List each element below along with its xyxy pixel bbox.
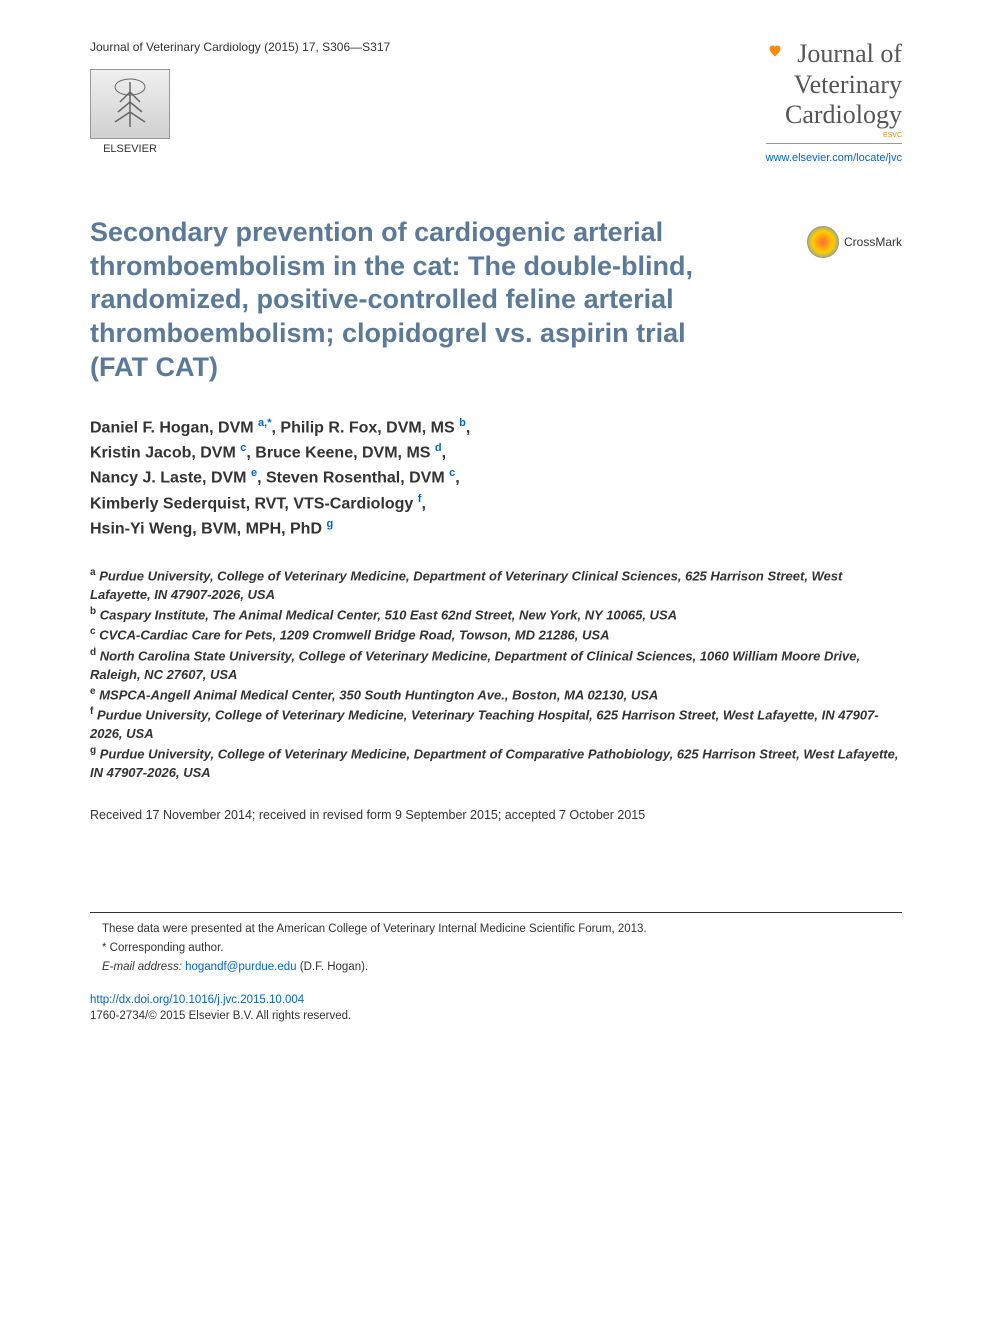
affiliation-letter: d: [90, 647, 96, 658]
journal-divider: [766, 143, 902, 144]
elsevier-tree-icon: [90, 69, 170, 139]
journal-subtitle: ESVC: [766, 132, 902, 139]
email-label: E-mail address:: [102, 961, 182, 973]
title-section: Secondary prevention of cardiogenic arte…: [90, 216, 902, 415]
author-name: Bruce Keene, DVM, MS: [255, 444, 430, 461]
affiliation-text: MSPCA-Angell Animal Medical Center, 350 …: [99, 687, 658, 702]
footnote-email-line: E-mail address: hogandf@purdue.edu (D.F.…: [90, 959, 902, 976]
affiliation-item: e MSPCA-Angell Animal Medical Center, 35…: [90, 685, 902, 705]
author-ref-link[interactable]: c: [449, 467, 455, 479]
affiliation-item: a Purdue University, College of Veterina…: [90, 566, 902, 605]
journal-name-line2: Veterinary: [785, 71, 902, 100]
author-name: Steven Rosenthal, DVM: [266, 470, 445, 487]
author-ref-link[interactable]: e: [251, 467, 257, 479]
affiliation-letter: e: [90, 686, 96, 697]
affiliation-letter: c: [90, 626, 96, 637]
authors-list: Daniel F. Hogan, DVM a,*, Philip R. Fox,…: [90, 415, 902, 542]
doi-link[interactable]: http://dx.doi.org/10.1016/j.jvc.2015.10.…: [90, 994, 304, 1006]
elsevier-logo[interactable]: ELSEVIER: [90, 69, 170, 159]
email-link[interactable]: hogandf@purdue.edu: [185, 961, 296, 973]
affiliation-text: Caspary Institute, The Animal Medical Ce…: [100, 608, 677, 623]
author-name: Daniel F. Hogan, DVM: [90, 419, 254, 436]
crossmark-text: CrossMark: [844, 235, 902, 249]
affiliation-text: Purdue University, College of Veterinary…: [90, 569, 842, 603]
affiliations-list: a Purdue University, College of Veterina…: [90, 566, 902, 783]
journal-name-line1: Journal of: [785, 40, 902, 69]
affiliation-letter: g: [90, 745, 96, 756]
footnote-presentation: These data were presented at the America…: [90, 921, 902, 938]
crossmark-icon: [807, 226, 839, 258]
affiliation-item: g Purdue University, College of Veterina…: [90, 744, 902, 783]
affiliation-letter: a: [90, 567, 96, 578]
affiliation-item: d North Carolina State University, Colle…: [90, 646, 902, 685]
footer-divider: [90, 912, 902, 913]
journal-citation: Journal of Veterinary Cardiology (2015) …: [90, 40, 390, 54]
article-title: Secondary prevention of cardiogenic arte…: [90, 216, 730, 385]
affiliation-letter: f: [90, 706, 93, 717]
heart-icon: [768, 44, 782, 58]
elsevier-text: ELSEVIER: [90, 143, 170, 155]
article-dates: Received 17 November 2014; received in r…: [90, 808, 902, 822]
author-ref-link[interactable]: a,*: [258, 417, 271, 429]
footnotes-section: These data were presented at the America…: [90, 921, 902, 977]
header-section: Journal of Veterinary Cardiology (2015) …: [90, 40, 902, 166]
affiliation-text: Purdue University, College of Veterinary…: [90, 746, 898, 780]
affiliation-item: b Caspary Institute, The Animal Medical …: [90, 605, 902, 625]
author-name: Philip R. Fox, DVM, MS: [280, 419, 454, 436]
affiliation-text: Purdue University, College of Veterinary…: [90, 707, 879, 741]
affiliation-item: f Purdue University, College of Veterina…: [90, 705, 902, 744]
header-right: Journal of Veterinary Cardiology ESVC ww…: [766, 40, 902, 166]
author-ref-link[interactable]: g: [326, 518, 333, 530]
author-ref-link[interactable]: b: [459, 417, 466, 429]
crossmark-badge[interactable]: CrossMark: [807, 226, 902, 258]
affiliation-text: North Carolina State University, College…: [90, 648, 860, 682]
author-ref-link[interactable]: d: [435, 442, 442, 454]
footnote-corresponding: * Corresponding author.: [90, 940, 902, 957]
author-name: Nancy J. Laste, DVM: [90, 470, 247, 487]
affiliation-letter: b: [90, 606, 96, 617]
email-suffix: (D.F. Hogan).: [300, 961, 368, 973]
journal-name-line3: Cardiology: [785, 101, 902, 130]
author-ref-link[interactable]: f: [418, 493, 422, 505]
affiliation-text: CVCA-Cardiac Care for Pets, 1209 Cromwel…: [99, 628, 609, 643]
author-ref-link[interactable]: c: [240, 442, 246, 454]
copyright-text: 1760-2734/© 2015 Elsevier B.V. All right…: [90, 1010, 351, 1022]
affiliation-item: c CVCA-Cardiac Care for Pets, 1209 Cromw…: [90, 625, 902, 645]
author-name: Hsin-Yi Weng, BVM, MPH, PhD: [90, 520, 322, 537]
author-name: Kimberly Sederquist, RVT, VTS-Cardiology: [90, 495, 413, 512]
journal-url-link[interactable]: www.elsevier.com/locate/jvc: [766, 152, 902, 164]
header-left: Journal of Veterinary Cardiology (2015) …: [90, 40, 390, 159]
author-name: Kristin Jacob, DVM: [90, 444, 236, 461]
doi-section: http://dx.doi.org/10.1016/j.jvc.2015.10.…: [90, 992, 902, 1024]
